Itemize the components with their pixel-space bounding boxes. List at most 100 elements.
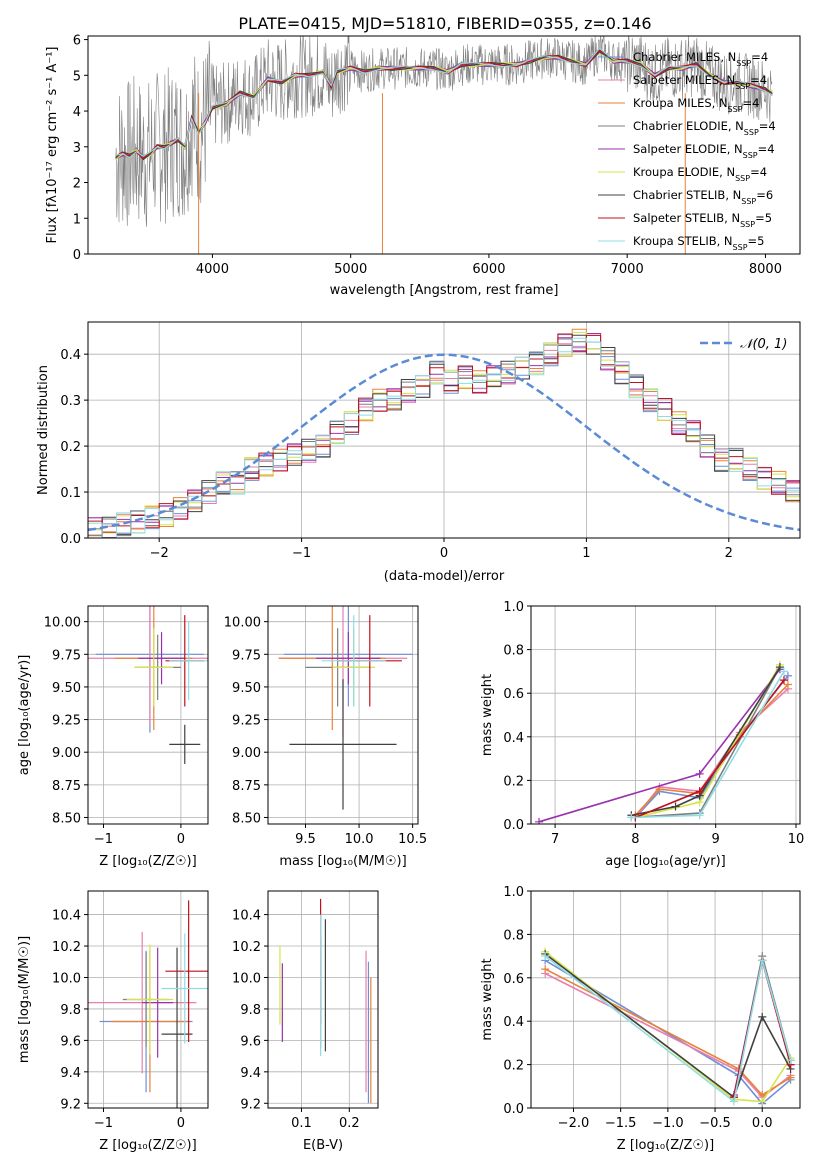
data-point-marker <box>671 802 680 811</box>
chart-mass-vs-Z: −1 0 9.2 9.4 9.6 9.8 10.0 10.2 10.4 Z [log₁₀(Z/Z☉… <box>17 890 209 1153</box>
x-axis-label: (data-model)/error <box>384 569 505 584</box>
legend-label: Chabrier ELODIE, NSSP=4 <box>633 119 776 137</box>
y-tick-label: 9.50 <box>232 681 261 696</box>
plot-area <box>535 660 792 824</box>
legend-label: Salpeter ELODIE, NSSP=4 <box>633 142 775 160</box>
residual-histogram-5 <box>88 331 800 534</box>
y-tick-label: 4 <box>73 105 81 120</box>
x-axis-label: E(B-V) <box>303 1138 343 1153</box>
x-axis-label: Z [log₁₀(Z/Z☉)] <box>99 1138 196 1153</box>
mass-weight-series-0 <box>544 959 792 1105</box>
x-tick-label: 4000 <box>196 262 229 277</box>
legend-label: Kroupa ELODIE, NSSP=4 <box>633 165 767 183</box>
model-spectrum-8 <box>115 47 773 159</box>
y-tick-label: 10.4 <box>52 909 81 924</box>
y-tick-label: 10.00 <box>224 616 261 631</box>
x-axis-label: Z [log₁₀(Z/Z☉)] <box>99 854 196 869</box>
y-tick-label: 8.75 <box>52 779 81 794</box>
x-tick-label: 9.5 <box>295 832 316 847</box>
data-point-marker <box>783 671 792 680</box>
y-tick-label: 9.6 <box>60 1034 81 1049</box>
y-tick-label: 9.25 <box>52 714 81 729</box>
y-axis-label: age [log₁₀(age/yr)] <box>17 655 32 776</box>
axes-frame <box>267 890 379 1109</box>
y-tick-label: 9.00 <box>232 746 261 761</box>
data-point-marker <box>783 680 792 689</box>
data-point-marker <box>541 952 550 961</box>
data-point-marker <box>786 1056 795 1065</box>
data-point-marker <box>758 956 767 965</box>
data-point-marker <box>758 1097 767 1106</box>
plot-area <box>541 947 795 1108</box>
residual-histogram-3 <box>88 338 800 537</box>
mass-weight-series-4 <box>538 668 781 823</box>
residual-histogram-7 <box>88 333 800 533</box>
x-tick-label: 7 <box>551 832 559 847</box>
y-tick-label: 9.75 <box>52 648 81 663</box>
y-tick-label: 0.8 <box>503 928 524 943</box>
y-tick-label: 9.8 <box>240 1003 261 1018</box>
y-tick-label: 9.2 <box>60 1097 81 1112</box>
y-tick-label: 0.4 <box>60 348 81 363</box>
spectrum-legend: Chabrier MILES, NSSP=4 Salpeter MILES, NS… <box>598 50 776 252</box>
y-tick-label: 10.0 <box>52 971 81 986</box>
x-tick-label: −1 <box>94 832 113 847</box>
x-tick-label: 5000 <box>334 262 367 277</box>
y-tick-label: 8.50 <box>52 811 81 826</box>
y-tick-label: 0.0 <box>503 1102 524 1117</box>
x-tick-label: 7000 <box>611 262 644 277</box>
chart-weight-vs-age: 7 8 9 10 0.0 0.2 0.4 0.6 0.8 1.0 age [log₁₀(age/yr… <box>480 600 804 869</box>
x-tick-label: −1 <box>94 1116 113 1131</box>
y-tick-label: 9.8 <box>60 1003 81 1018</box>
x-tick-label: 0.2 <box>339 1116 360 1131</box>
mass-weight-series-6 <box>544 953 792 1099</box>
mass-weight-series-2 <box>544 968 792 1097</box>
y-tick-label: 9.25 <box>232 714 261 729</box>
y-tick-label: 10.00 <box>44 616 81 631</box>
axes-frame <box>530 890 801 1109</box>
legend-label: Chabrier MILES, NSSP=4 <box>633 50 768 68</box>
mass-weight-series-0 <box>634 675 789 819</box>
y-tick-label: 0.4 <box>503 1015 524 1030</box>
x-tick-label: 0.1 <box>291 1116 312 1131</box>
y-tick-label: 9.2 <box>240 1097 261 1112</box>
y-tick-label: 6 <box>73 34 81 49</box>
x-tick-label: 0 <box>440 546 448 561</box>
x-tick-label: −1.0 <box>652 1116 684 1131</box>
x-tick-label: 10 <box>788 832 805 847</box>
y-tick-label: 9.50 <box>52 681 81 696</box>
x-tick-label: −2.0 <box>558 1116 590 1131</box>
legend-label: Salpeter MILES, NSSP=4 <box>633 73 767 91</box>
y-tick-label: 1 <box>73 212 81 227</box>
mass-weight-series-8 <box>544 955 792 1103</box>
x-tick-label: 6000 <box>472 262 505 277</box>
data-point-marker <box>627 813 636 822</box>
chart-mass-vs-EBV: 0.1 0.2 9.2 9.4 9.6 9.8 10.0 10.2 10.4 E(B-V) <box>232 890 379 1153</box>
data-point-marker <box>779 676 788 685</box>
data-point-marker <box>535 817 544 824</box>
chart-age-vs-Z: −1 0 8.50 8.75 9.00 9.25 9.50 9.75 10.00 Z [log₁₀… <box>17 605 209 869</box>
model-spectrum-7 <box>115 49 773 160</box>
y-tick-label: 10.2 <box>232 940 261 955</box>
y-tick-label: 0.4 <box>503 731 524 746</box>
data-point-marker <box>541 965 550 974</box>
data-point-marker <box>775 663 784 672</box>
y-tick-label: 5 <box>73 69 81 84</box>
axes-frame <box>87 605 209 825</box>
residual-histogram-0 <box>88 334 800 534</box>
x-axis-label: age [log₁₀(age/yr)] <box>605 854 726 869</box>
residual-histogram-1 <box>88 334 800 538</box>
plot-area <box>115 36 773 254</box>
x-axis-label: mass [log₁₀(M/M☉)] <box>279 854 406 869</box>
chart-residuals: 𝒩(0, 1) −2 −1 0 1 2 0.0 0.1 0.2 0.3 0.4 (data-model… <box>36 321 801 584</box>
figure-title: PLATE=0415, MJD=51810, FIBERID=0355, z=0… <box>238 14 651 33</box>
x-axis-label: Z [log₁₀(Z/Z☉)] <box>617 1138 714 1153</box>
normal-reference-curve <box>88 353 800 532</box>
x-tick-label: 8 <box>631 832 639 847</box>
y-axis-label: mass weight <box>480 958 495 1040</box>
x-tick-label: 1 <box>582 546 590 561</box>
y-tick-label: 10.2 <box>52 940 81 955</box>
chart-age-vs-mass: 9.5 10.0 10.5 8.50 8.75 9.00 9.25 9.50 9.75 10.00… <box>224 605 427 869</box>
y-tick-label: 9.6 <box>240 1034 261 1049</box>
data-point-marker <box>695 787 704 796</box>
